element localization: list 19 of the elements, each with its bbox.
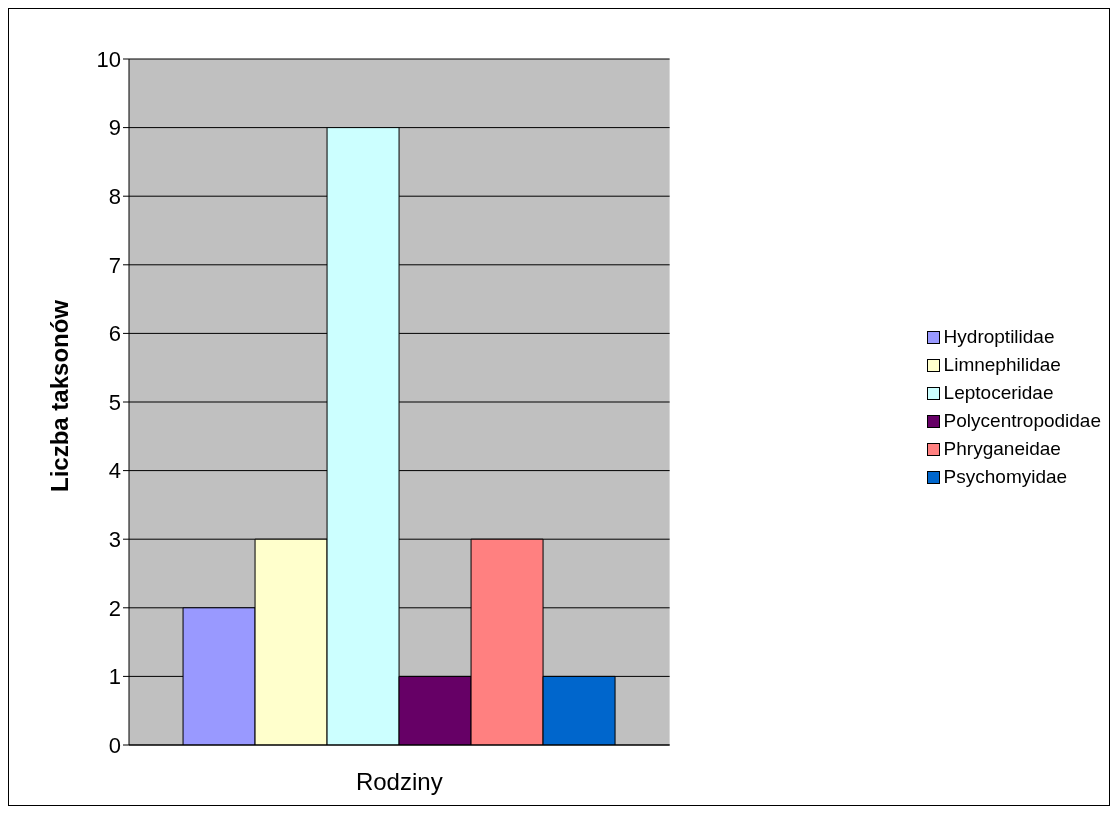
y-tick-label: 2 <box>108 595 121 621</box>
y-tick-label: 4 <box>108 458 121 484</box>
legend-label: Psychomyidae <box>943 466 1068 488</box>
y-tick-label: 5 <box>108 389 121 415</box>
legend-label: Leptoceridae <box>943 382 1054 404</box>
legend-label: Limnephilidae <box>943 354 1061 376</box>
x-axis-title: Rodziny <box>355 768 443 795</box>
legend-label: Polycentropodidae <box>943 410 1101 432</box>
y-tick-label: 3 <box>108 527 121 553</box>
legend-label: Phryganeidae <box>943 438 1061 460</box>
y-tick-label: 8 <box>108 184 121 210</box>
y-tick-label: 9 <box>108 115 121 141</box>
legend-label: Hydroptilidae <box>943 326 1055 348</box>
y-tick-label: 0 <box>108 732 121 758</box>
y-tick-label: 1 <box>108 664 121 690</box>
y-tick-label: 6 <box>108 321 121 347</box>
y-tick-label: 10 <box>96 46 121 72</box>
y-tick-label: 7 <box>108 252 121 278</box>
y-axis-title: Liczba taksonów <box>45 299 73 492</box>
